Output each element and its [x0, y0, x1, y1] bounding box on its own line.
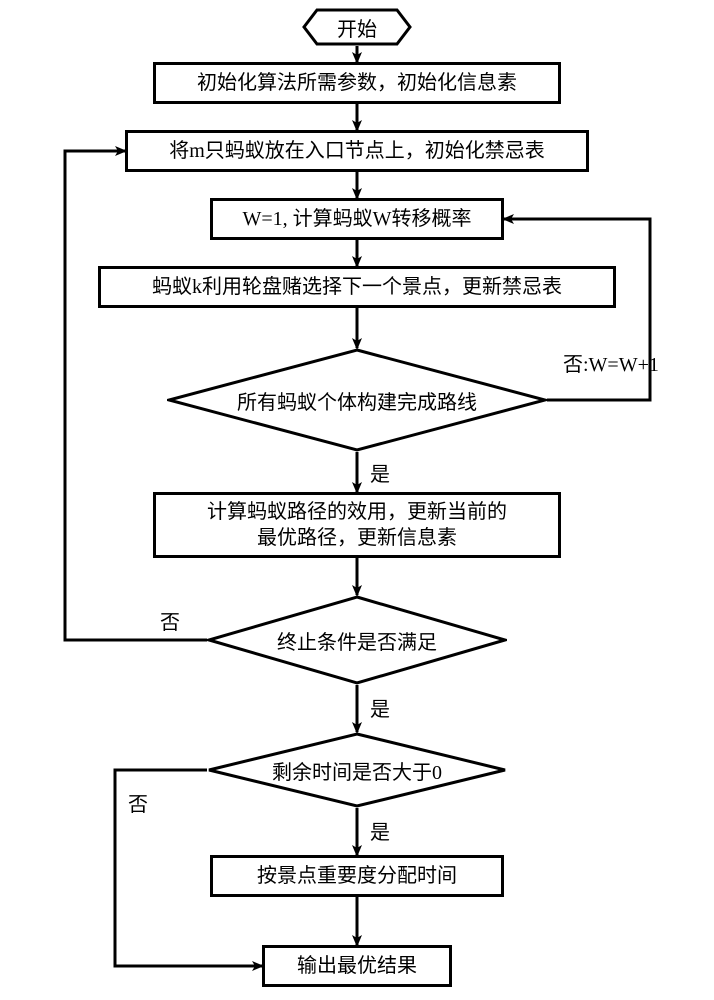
- process-update: 计算蚂蚁路径的效用，更新当前的 最优路径，更新信息素: [153, 492, 561, 558]
- init-label: 初始化算法所需参数，初始化信息素: [197, 70, 517, 96]
- process-select: 蚂蚁k利用轮盘赌选择下一个景点，更新禁忌表: [98, 266, 616, 308]
- label-alldone-no: 否:W=W+1: [563, 348, 659, 377]
- process-allocate: 按景点重要度分配时间: [210, 855, 504, 897]
- decision-timeleft: 剩余时间是否大于0: [207, 732, 507, 808]
- decision-stopcond: 终止条件是否满足: [207, 595, 507, 685]
- calc-label: W=1, 计算蚂蚁W转移概率: [242, 206, 471, 232]
- output-label: 输出最优结果: [297, 953, 417, 979]
- label-alldone-yes: 是: [370, 458, 390, 487]
- process-calc: W=1, 计算蚂蚁W转移概率: [210, 198, 504, 240]
- allocate-label: 按景点重要度分配时间: [257, 863, 457, 889]
- terminator-start: 开始: [302, 8, 412, 46]
- label-stop-no: 否: [160, 606, 180, 635]
- place-label: 将m只蚂蚁放在入口节点上，初始化禁忌表: [169, 138, 545, 164]
- start-label: 开始: [337, 13, 377, 42]
- label-time-yes: 是: [370, 816, 390, 845]
- decision-alldone: 所有蚂蚁个体构建完成路线: [167, 348, 547, 452]
- stopcond-label: 终止条件是否满足: [277, 626, 437, 655]
- timeleft-label: 剩余时间是否大于0: [272, 756, 442, 785]
- label-time-no: 否: [128, 788, 148, 817]
- process-place: 将m只蚂蚁放在入口节点上，初始化禁忌表: [125, 130, 589, 172]
- process-output: 输出最优结果: [262, 945, 452, 987]
- label-stop-yes: 是: [370, 693, 390, 722]
- alldone-label: 所有蚂蚁个体构建完成路线: [237, 386, 477, 415]
- process-init: 初始化算法所需参数，初始化信息素: [153, 62, 561, 104]
- select-label: 蚂蚁k利用轮盘赌选择下一个景点，更新禁忌表: [152, 274, 562, 300]
- update-label: 计算蚂蚁路径的效用，更新当前的 最优路径，更新信息素: [207, 499, 507, 551]
